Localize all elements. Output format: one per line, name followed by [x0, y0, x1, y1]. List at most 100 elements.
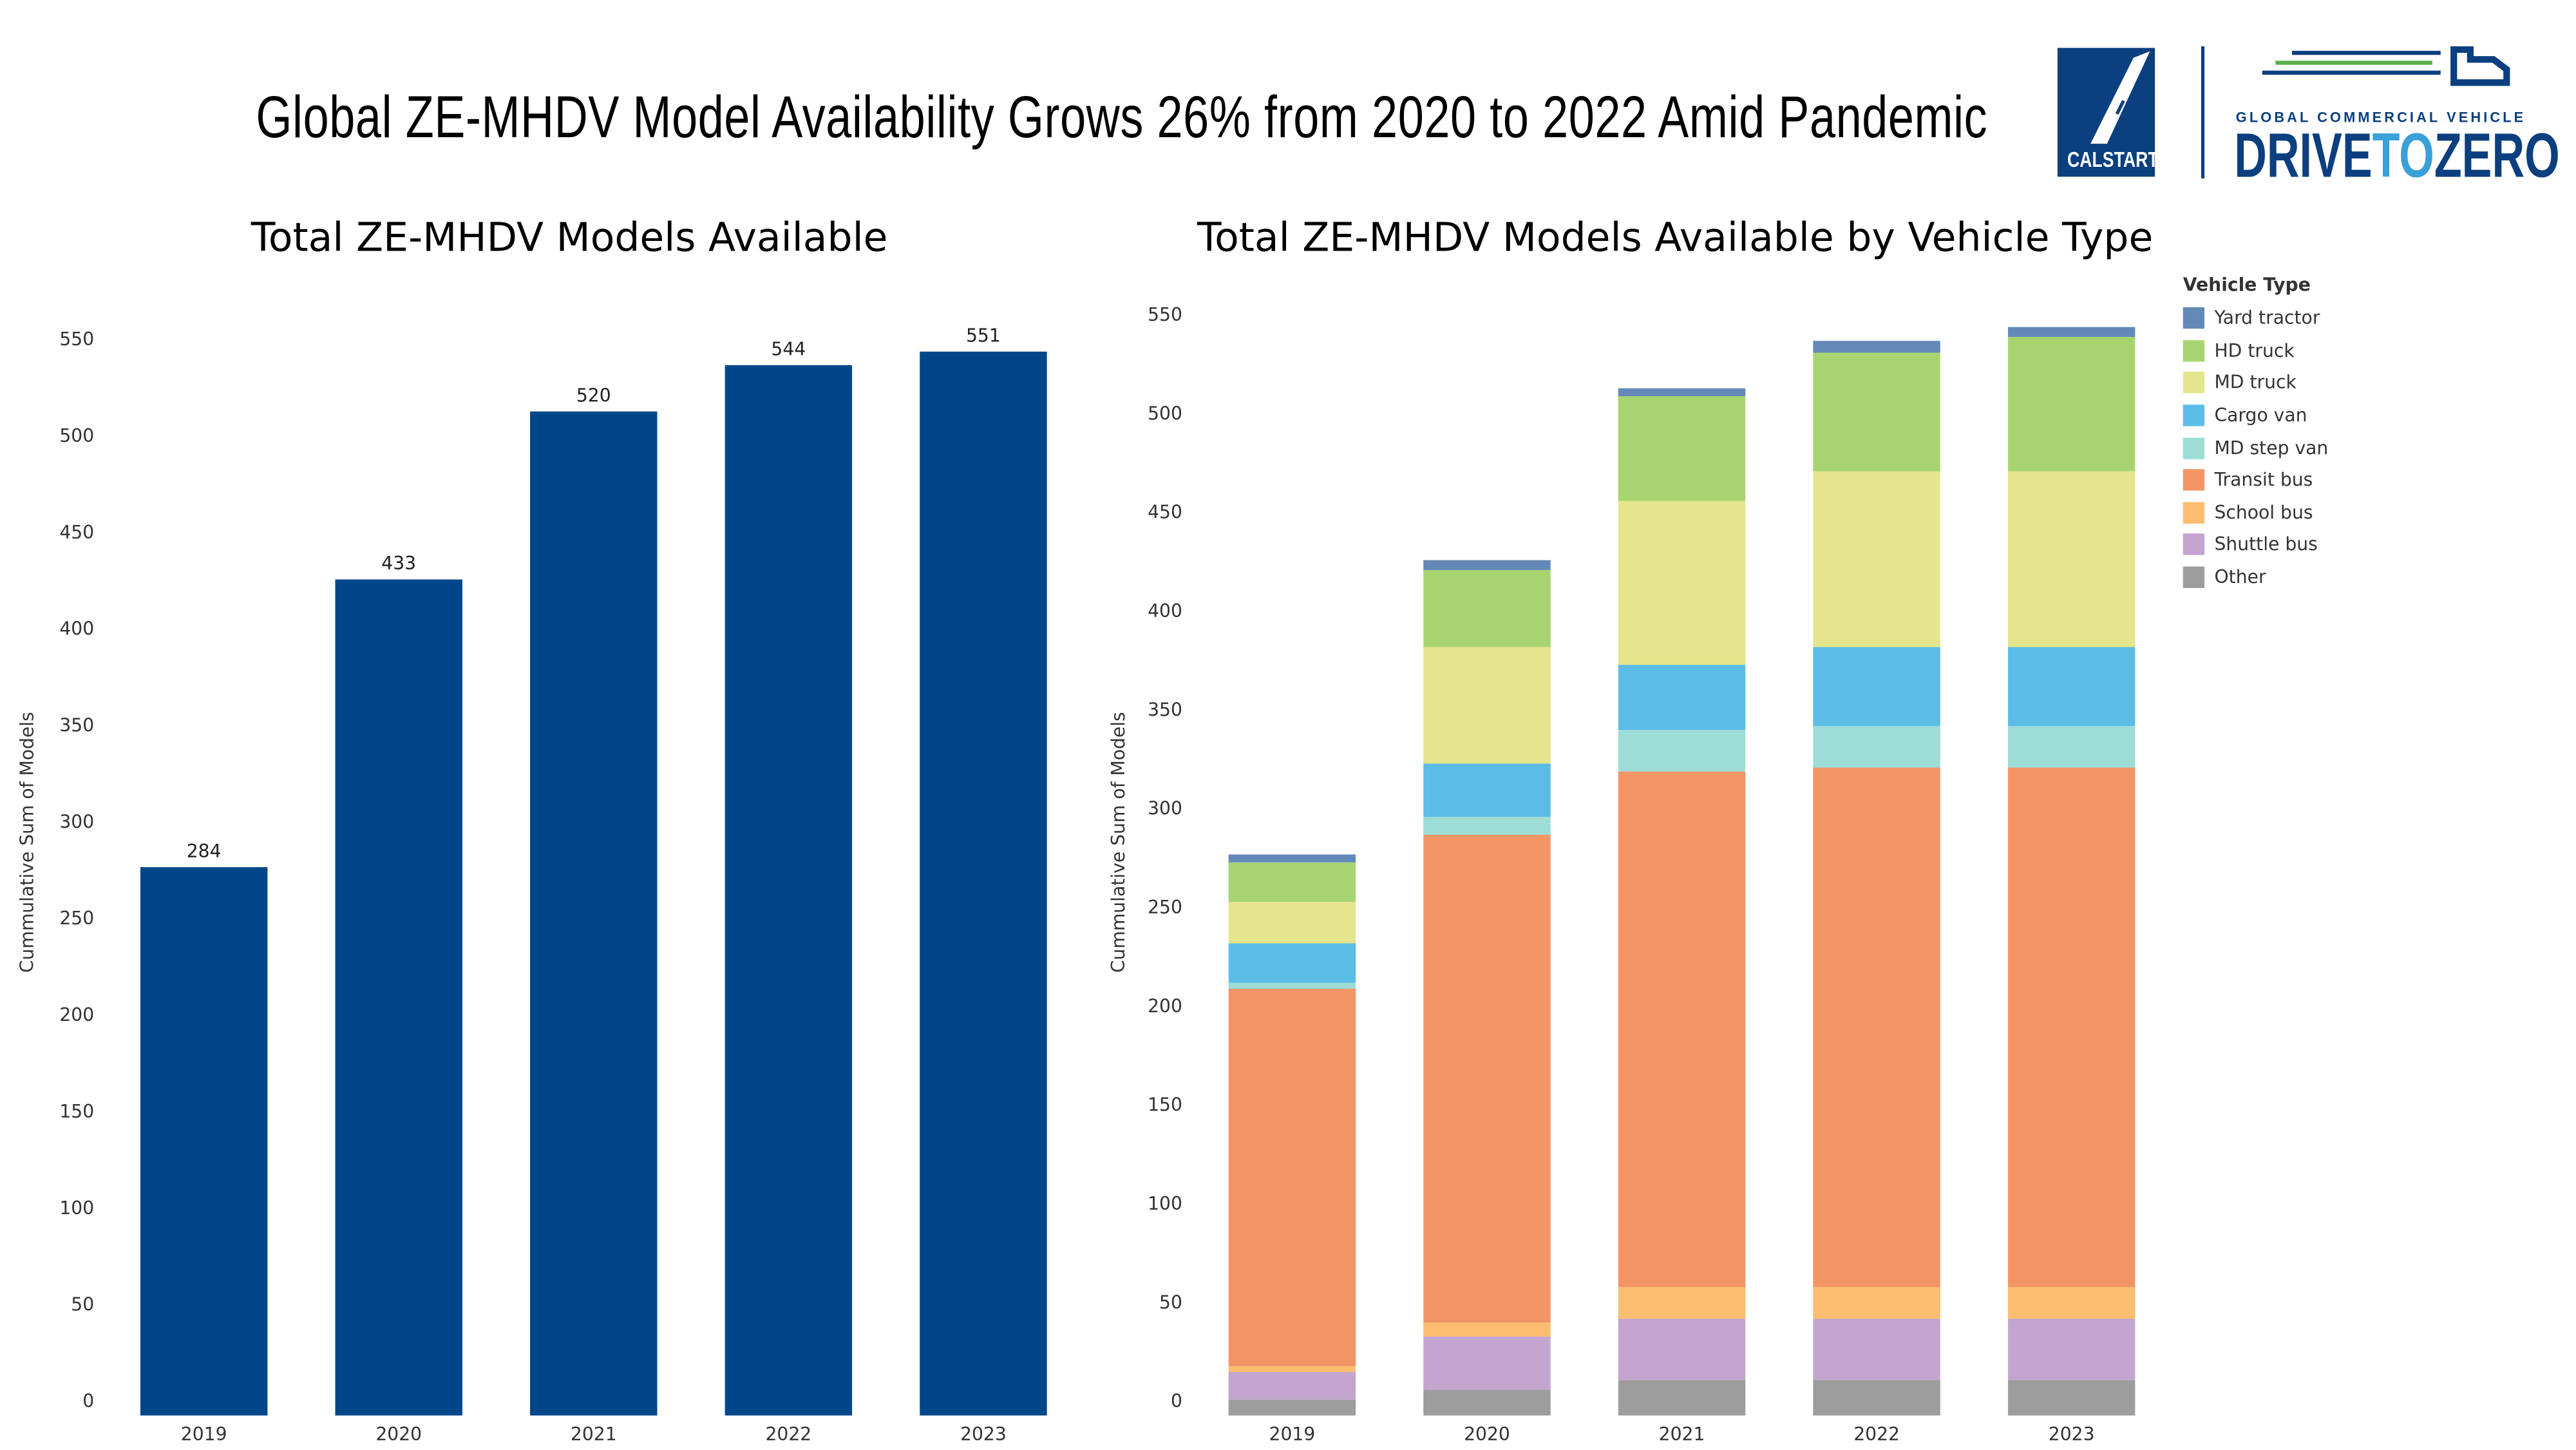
d2z-to: TO	[2372, 122, 2434, 192]
legend-swatch	[2183, 339, 2205, 362]
x-tick-label: 2021	[571, 1424, 617, 1445]
right-y-axis-label: Cummulative Sum of Models	[1108, 712, 1129, 973]
legend-swatch	[2183, 534, 2205, 556]
d2z-drive: DRIVE	[2234, 122, 2372, 192]
d2z-tagline: GLOBAL COMMERCIAL VEHICLE	[2235, 109, 2526, 126]
y-tick-label: 400	[1148, 600, 1182, 622]
legend-label: Transit bus	[2214, 469, 2313, 491]
segment-yard-tractor-2021	[1618, 388, 1746, 397]
x-tick-label: 2020	[375, 1424, 422, 1445]
segment-shuttle-bus-2020	[1423, 1336, 1551, 1390]
segment-yard-tractor-2022	[1813, 341, 1940, 353]
data-label: 520	[576, 385, 611, 406]
legend-item[interactable]: MD truck	[2183, 367, 2329, 399]
segment-md-step-van-2022	[1813, 726, 1940, 768]
segment-transit-bus-2021	[1618, 771, 1746, 1288]
segment-school-bus-2019	[1228, 1366, 1356, 1372]
segment-shuttle-bus-2023	[2007, 1319, 2136, 1380]
segment-other-2020	[1423, 1389, 1551, 1416]
y-tick-label: 300	[1148, 798, 1182, 819]
y-tick-label: 150	[59, 1101, 94, 1122]
segment-school-bus-2020	[1423, 1322, 1551, 1337]
data-label: 551	[966, 325, 1001, 346]
y-tick-label: 100	[59, 1197, 94, 1219]
truck-lines-icon	[2262, 46, 2510, 86]
legend-label: MD truck	[2214, 372, 2297, 394]
segment-hd-truck-2023	[2007, 337, 2136, 472]
x-tick-label: 2022	[765, 1424, 811, 1445]
total-models-bar-chart: Cummulative Sum of Models 0 50 100 150 200 25…	[16, 325, 1047, 1445]
segment-school-bus-2023	[2007, 1287, 2136, 1319]
segment-md-step-van-2020	[1423, 817, 1551, 835]
legend-item[interactable]: HD truck	[2183, 334, 2329, 367]
d2z-zero: ZERO	[2434, 122, 2560, 192]
legend-label: Yard tractor	[2214, 307, 2320, 330]
segment-other-2023	[2007, 1380, 2136, 1416]
road-icon	[2090, 51, 2150, 144]
legend-item[interactable]: Cargo van	[2183, 399, 2329, 432]
legend-item[interactable]: Shuttle bus	[2183, 529, 2329, 561]
segment-md-step-van-2023	[2007, 726, 2136, 768]
legend-item[interactable]: MD step van	[2183, 432, 2329, 464]
y-tick-label: 400	[59, 618, 94, 640]
segment-transit-bus-2020	[1423, 834, 1551, 1323]
bar-2020	[335, 579, 462, 1416]
legend-title: Vehicle Type	[2183, 274, 2311, 296]
legend-label: Other	[2214, 566, 2266, 588]
left-chart-title: Total ZE-MHDV Models Available	[251, 215, 888, 262]
right-chart-title: Total ZE-MHDV Models Available by Vehicl…	[1197, 215, 2154, 262]
legend-swatch	[2183, 405, 2205, 426]
y-tick-label: 0	[82, 1391, 94, 1412]
y-tick-label: 500	[1148, 403, 1182, 424]
segment-hd-truck-2019	[1228, 862, 1356, 902]
y-tick-label: 250	[1148, 897, 1182, 918]
segment-hd-truck-2021	[1618, 396, 1746, 501]
bar-2022	[724, 365, 853, 1416]
segment-shuttle-bus-2021	[1618, 1319, 1746, 1380]
y-tick-label: 350	[1148, 699, 1182, 720]
y-tick-label: 450	[59, 522, 94, 543]
bar-2023	[920, 351, 1047, 1416]
x-tick-label: 2023	[2049, 1424, 2095, 1445]
x-tick-label: 2020	[1464, 1424, 1510, 1445]
legend-label: HD truck	[2214, 339, 2295, 362]
legend-item[interactable]: Other	[2183, 561, 2329, 593]
segment-md-step-van-2019	[1228, 982, 1356, 989]
drive-to-zero-logo: DRIVETOZERO	[2234, 122, 2559, 193]
legend-label: Shuttle bus	[2214, 534, 2318, 556]
x-tick-label: 2019	[1269, 1424, 1316, 1445]
y-tick-label: 550	[59, 329, 94, 350]
legend-swatch	[2183, 307, 2205, 330]
x-tick-label: 2021	[1659, 1424, 1705, 1445]
legend-swatch	[2183, 469, 2205, 491]
segment-md-truck-2019	[1228, 902, 1356, 944]
legend-swatch	[2183, 372, 2205, 394]
segment-other-2019	[1228, 1399, 1356, 1416]
bar-2019	[140, 867, 268, 1416]
y-tick-label: 300	[59, 811, 94, 832]
segment-other-2021	[1618, 1380, 1746, 1416]
y-tick-label: 50	[1159, 1292, 1182, 1313]
x-tick-label: 2022	[1853, 1424, 1900, 1445]
segment-school-bus-2022	[1813, 1287, 1940, 1319]
calstart-logo-text: CALSTART	[2067, 147, 2159, 172]
segment-md-truck-2021	[1618, 501, 1746, 665]
segment-hd-truck-2020	[1423, 569, 1551, 647]
legend-swatch	[2183, 502, 2205, 524]
legend-item[interactable]: School bus	[2183, 497, 2329, 529]
legend-item[interactable]: Yard tractor	[2183, 302, 2329, 334]
y-tick-label: 450	[1148, 502, 1182, 523]
y-tick-label: 0	[1171, 1391, 1182, 1412]
y-tick-label: 100	[1148, 1193, 1182, 1214]
segment-yard-tractor-2019	[1228, 854, 1356, 863]
segment-transit-bus-2023	[2007, 767, 2136, 1288]
legend-swatch	[2183, 437, 2205, 459]
segment-transit-bus-2022	[1813, 767, 1940, 1288]
segment-school-bus-2021	[1618, 1287, 1746, 1319]
legend-item[interactable]: Transit bus	[2183, 464, 2329, 496]
legend-label: MD step van	[2214, 437, 2329, 459]
page-title: Global ZE-MHDV Model Availability Grows …	[256, 82, 1988, 151]
segment-md-step-van-2021	[1618, 730, 1746, 772]
data-label: 544	[771, 338, 806, 359]
